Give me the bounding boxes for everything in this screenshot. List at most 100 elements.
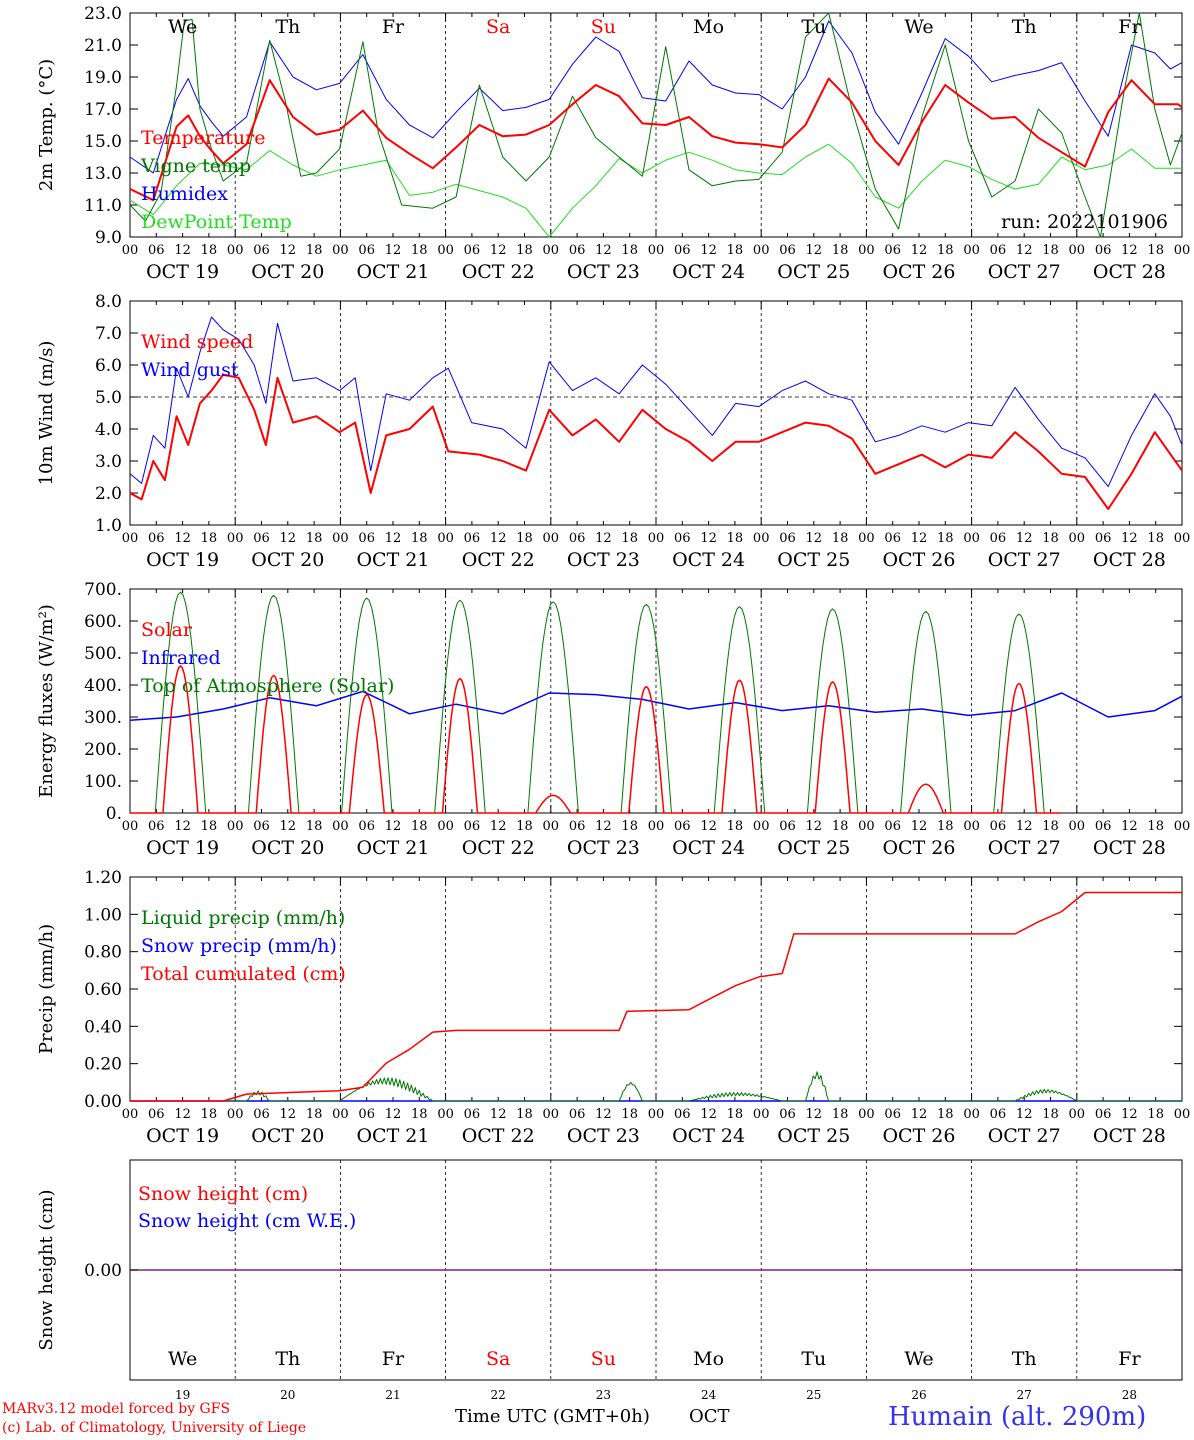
hour-tick-label: 18 <box>727 531 744 546</box>
hour-tick-label: 18 <box>306 531 323 546</box>
hour-tick-label: 00 <box>122 819 139 834</box>
hour-tick-label: 00 <box>963 1107 980 1122</box>
y-tick-label: 1.00 <box>84 905 122 925</box>
y-tick-label: 6.0 <box>95 356 122 376</box>
legend-entry: Wind gust <box>141 359 239 381</box>
hour-tick-label: 12 <box>280 531 297 546</box>
legend-entry: Temperature <box>141 127 265 149</box>
series-line-wind-gust <box>129 316 1183 488</box>
hour-tick-label: 00 <box>1174 1107 1191 1122</box>
hour-tick-label: 00 <box>753 531 770 546</box>
hour-tick-label: 12 <box>385 531 402 546</box>
date-label: OCT 26 <box>882 837 955 859</box>
series-line-temperature <box>129 77 1183 202</box>
date-label: OCT 21 <box>356 261 429 283</box>
hour-tick-label: 18 <box>306 243 323 258</box>
date-label: OCT 28 <box>1093 837 1166 859</box>
hour-tick-label: 18 <box>1147 531 1164 546</box>
hour-tick-label: 06 <box>674 243 691 258</box>
y-tick-label: 300. <box>84 708 122 728</box>
hour-tick-label: 06 <box>674 1107 691 1122</box>
hour-tick-label: 12 <box>595 819 612 834</box>
hour-tick-label: 18 <box>727 1107 744 1122</box>
hour-tick-label: 00 <box>227 1107 244 1122</box>
date-label: OCT 26 <box>882 1125 955 1147</box>
y-axis-label: 10m Wind (m/s) <box>36 341 57 486</box>
hour-tick-label: 06 <box>569 243 586 258</box>
date-label: OCT 22 <box>462 549 535 571</box>
date-label: OCT 26 <box>882 261 955 283</box>
date-label: OCT 24 <box>672 261 745 283</box>
y-tick-label: 500. <box>84 644 122 664</box>
y-tick-label: 9.0 <box>95 228 122 248</box>
hour-tick-label: 12 <box>490 243 507 258</box>
hour-tick-label: 12 <box>595 243 612 258</box>
hour-tick-label: 06 <box>464 243 481 258</box>
hour-tick-label: 18 <box>1147 1107 1164 1122</box>
hour-tick-label: 06 <box>990 1107 1007 1122</box>
hour-tick-label: 12 <box>1121 819 1138 834</box>
y-tick-label: 3.0 <box>95 452 122 472</box>
hour-tick-label: 06 <box>779 243 796 258</box>
hour-tick-label: 06 <box>674 531 691 546</box>
date-label: OCT 20 <box>251 261 324 283</box>
hour-tick-label: 06 <box>990 531 1007 546</box>
date-label: OCT 25 <box>777 1125 850 1147</box>
hour-tick-label: 18 <box>306 1107 323 1122</box>
y-tick-label: 7.0 <box>95 324 122 344</box>
date-label: OCT 20 <box>251 837 324 859</box>
hour-tick-label: 18 <box>621 243 638 258</box>
hour-tick-label: 18 <box>1042 819 1059 834</box>
series-line-wind-speed <box>129 373 1183 510</box>
time-axis-label: Time UTC (GMT+0h) <box>455 1406 650 1427</box>
hour-tick-label: 12 <box>700 1107 717 1122</box>
hour-tick-label: 12 <box>1121 243 1138 258</box>
hour-tick-label: 18 <box>411 243 428 258</box>
hour-tick-label: 00 <box>437 1107 454 1122</box>
hour-tick-label: 00 <box>122 243 139 258</box>
hour-tick-label: 00 <box>963 819 980 834</box>
legend-entry: Humidex <box>141 183 228 205</box>
y-tick-label: 600. <box>84 612 122 632</box>
hour-tick-label: 18 <box>727 819 744 834</box>
hour-tick-label: 18 <box>1042 243 1059 258</box>
hour-tick-label: 06 <box>569 819 586 834</box>
hour-tick-label: 00 <box>1069 243 1086 258</box>
weekday-label: We <box>168 1348 197 1370</box>
date-label: OCT 19 <box>146 837 219 859</box>
hour-tick-label: 06 <box>779 1107 796 1122</box>
panel-frame <box>129 300 1183 526</box>
legend-entry: Liquid precip (mm/h) <box>141 907 345 929</box>
hour-tick-label: 12 <box>806 531 823 546</box>
date-label: OCT 24 <box>672 549 745 571</box>
date-label: OCT 19 <box>146 1125 219 1147</box>
hour-tick-label: 12 <box>595 531 612 546</box>
y-tick-label: 1.0 <box>95 516 122 536</box>
hour-tick-label: 00 <box>437 531 454 546</box>
y-tick-label: 0.80 <box>84 943 122 963</box>
legend-entry: Top of Atmosphere (Solar) <box>141 675 394 697</box>
hour-tick-label: 06 <box>990 243 1007 258</box>
day-number-label: 26 <box>911 1388 926 1402</box>
weekday-label: Fr <box>382 1348 405 1370</box>
hour-tick-label: 00 <box>122 1107 139 1122</box>
hour-tick-label: 12 <box>1016 1107 1033 1122</box>
date-label: OCT 26 <box>882 549 955 571</box>
hour-tick-label: 00 <box>543 819 560 834</box>
date-label: OCT 20 <box>251 549 324 571</box>
day-number-label: 28 <box>1122 1388 1137 1402</box>
weekday-label: Th <box>1012 16 1037 38</box>
model-credit: MARv3.12 model forced by GFS <box>2 1401 231 1417</box>
hour-tick-label: 06 <box>358 531 375 546</box>
date-label: OCT 24 <box>672 837 745 859</box>
y-axis-label: Precip (mm/h) <box>36 924 57 1054</box>
y-tick-label: 5.0 <box>95 388 122 408</box>
hour-tick-label: 12 <box>911 819 928 834</box>
y-axis-label: 2m Temp. (°C) <box>36 59 57 191</box>
day-number-label: 20 <box>280 1388 295 1402</box>
date-label: OCT 27 <box>988 837 1061 859</box>
hour-tick-label: 18 <box>937 1107 954 1122</box>
hour-tick-label: 12 <box>700 819 717 834</box>
hour-tick-label: 12 <box>700 243 717 258</box>
hour-tick-label: 18 <box>1042 1107 1059 1122</box>
